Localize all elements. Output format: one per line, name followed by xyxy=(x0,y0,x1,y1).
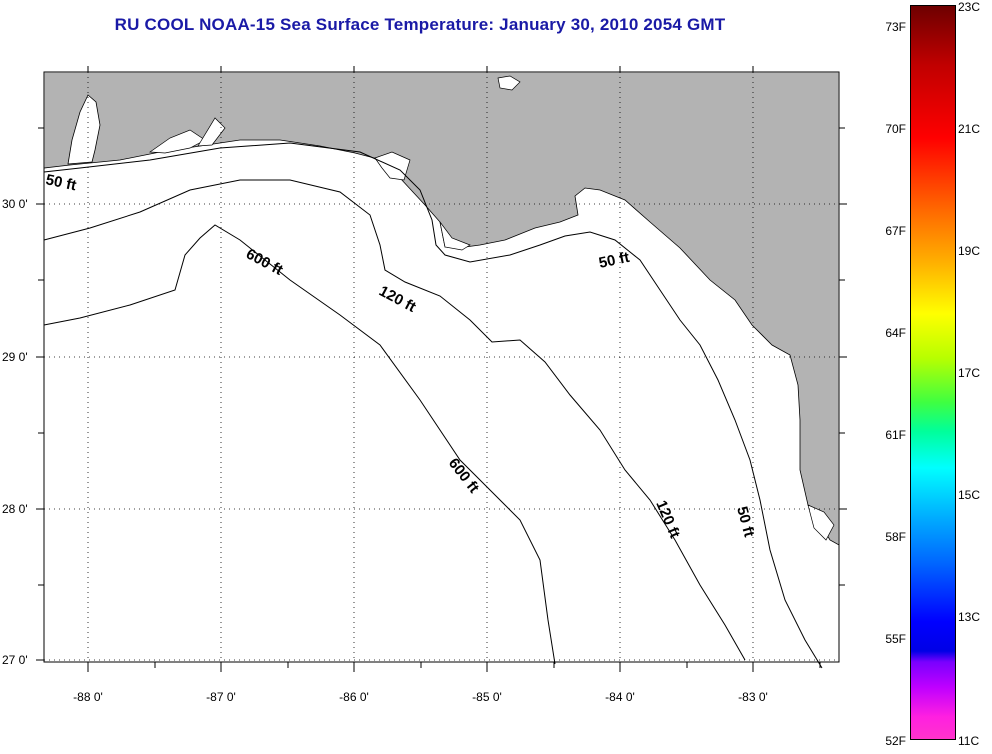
colorbar-label-f: 73F xyxy=(885,20,906,34)
lon-label-83: -83 0' xyxy=(738,690,768,704)
tampa-bay xyxy=(807,504,835,541)
colorbar-label-f: 52F xyxy=(885,734,906,748)
colorbar-label-c: 15C xyxy=(958,488,981,502)
lon-label-86: -86 0' xyxy=(339,690,369,704)
colorbar-label-f: 70F xyxy=(885,122,906,136)
lat-label-30: 30 0' xyxy=(2,197,28,211)
graticule xyxy=(44,72,839,662)
axis-ticks xyxy=(36,66,847,672)
temperature-colorbar xyxy=(910,5,956,740)
colorbar-label-f: 67F xyxy=(885,224,906,238)
isobath-label: 50 ft xyxy=(597,249,631,272)
lake-outline xyxy=(497,75,521,91)
colorbar-label-c: 11C xyxy=(958,734,980,748)
isobath-600ft xyxy=(43,224,556,665)
choctaw-bay xyxy=(197,117,226,147)
isobaths xyxy=(43,142,823,669)
colorbar-label-f: 55F xyxy=(885,632,906,646)
isobath-120ft xyxy=(43,179,746,661)
colorbar-label-f: 64F xyxy=(885,326,906,340)
colorbar-label-c: 19C xyxy=(958,244,981,258)
isobath-label: 50 ft xyxy=(44,171,78,194)
colorbar-label-f: 61F xyxy=(885,428,906,442)
lon-label-88: -88 0' xyxy=(73,690,103,704)
lat-label-28: 28 0' xyxy=(2,502,28,516)
lat-label-27: 27 0' xyxy=(2,653,28,667)
colorbar-label-c: 17C xyxy=(958,366,981,380)
mobile-bay xyxy=(67,94,101,165)
st-andrew-bay xyxy=(374,151,411,181)
isobath-50ft xyxy=(43,142,823,669)
lon-label-87: -87 0' xyxy=(206,690,236,704)
lon-label-84: -84 0' xyxy=(605,690,635,704)
colorbar-label-f: 58F xyxy=(885,530,906,544)
apalachicola-bay xyxy=(439,221,471,251)
lon-label-85: -85 0' xyxy=(472,690,502,704)
lat-label-29: 29 0' xyxy=(2,350,28,364)
colorbar-label-c: 23C xyxy=(958,0,981,14)
page-title: RU COOL NOAA-15 Sea Surface Temperature:… xyxy=(114,15,726,34)
land-area xyxy=(43,71,840,546)
colorbar-label-c: 21C xyxy=(958,122,981,136)
colorbar-label-c: 13C xyxy=(958,610,981,624)
